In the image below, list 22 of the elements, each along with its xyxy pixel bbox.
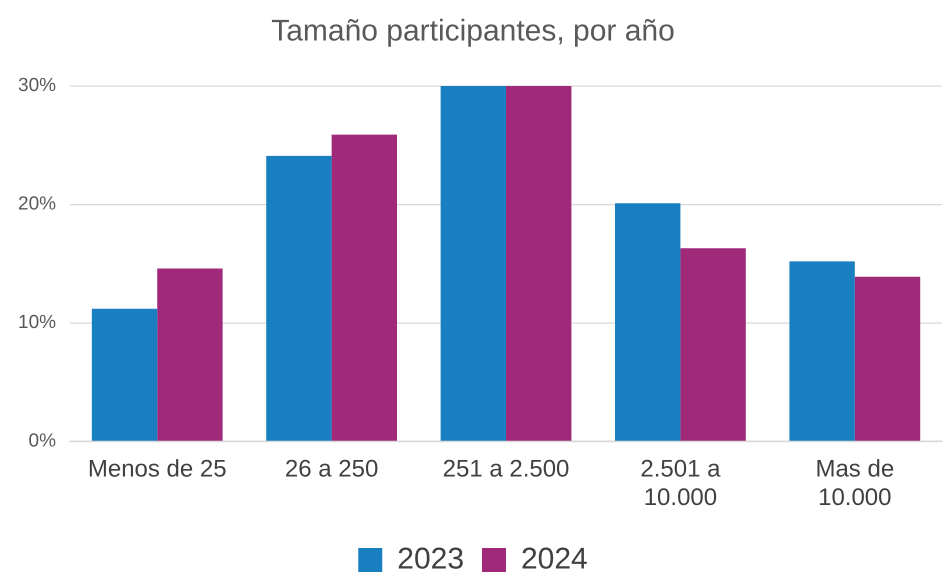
bar bbox=[266, 156, 332, 441]
y-tick-label: 20% bbox=[18, 194, 56, 215]
x-tick-label: 26 a 250 bbox=[284, 455, 378, 482]
bar bbox=[615, 203, 680, 441]
chart-title: Tamaño participantes, por año bbox=[271, 14, 675, 48]
legend-label: 2023 bbox=[397, 542, 464, 576]
x-tick-label: Menos de 25 bbox=[88, 455, 227, 482]
bar bbox=[332, 134, 398, 441]
bar bbox=[789, 261, 855, 441]
y-tick-label: 10% bbox=[18, 312, 56, 334]
bar bbox=[680, 248, 746, 441]
x-tick-label: 2.501 a 10.000 bbox=[640, 455, 722, 512]
bar bbox=[506, 86, 572, 441]
bar bbox=[854, 276, 920, 441]
x-tick-label: 251 a 2.500 bbox=[442, 455, 570, 482]
bar bbox=[440, 86, 506, 441]
y-tick-label: 0% bbox=[28, 430, 56, 452]
bar bbox=[92, 308, 158, 441]
legend-label: 2024 bbox=[521, 542, 588, 576]
bar bbox=[157, 268, 223, 441]
x-tick-label: Mas de 10.000 bbox=[815, 455, 894, 512]
y-tick-label: 30% bbox=[18, 75, 56, 96]
